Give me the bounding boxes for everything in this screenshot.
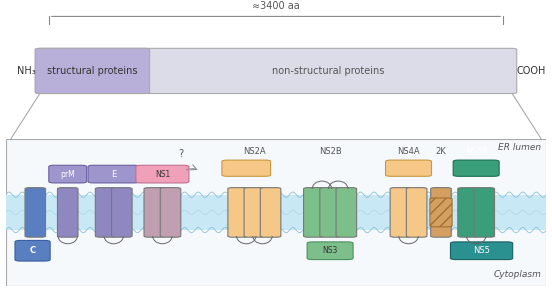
- FancyBboxPatch shape: [453, 160, 499, 176]
- FancyBboxPatch shape: [57, 188, 78, 237]
- FancyBboxPatch shape: [222, 160, 270, 176]
- Text: structural proteins: structural proteins: [47, 66, 137, 76]
- Text: COOH: COOH: [517, 66, 546, 76]
- FancyBboxPatch shape: [136, 165, 189, 183]
- FancyBboxPatch shape: [244, 188, 264, 237]
- Text: ER lumen: ER lumen: [498, 143, 541, 152]
- FancyBboxPatch shape: [304, 188, 324, 237]
- FancyBboxPatch shape: [336, 188, 357, 237]
- FancyBboxPatch shape: [35, 48, 517, 94]
- FancyBboxPatch shape: [160, 188, 181, 237]
- Text: ?: ?: [179, 149, 184, 159]
- Text: NS4A: NS4A: [397, 147, 420, 156]
- Text: NS1: NS1: [155, 170, 170, 179]
- FancyBboxPatch shape: [35, 48, 150, 94]
- FancyBboxPatch shape: [307, 242, 353, 260]
- FancyBboxPatch shape: [49, 165, 87, 183]
- FancyBboxPatch shape: [450, 242, 513, 260]
- Text: non-structural proteins: non-structural proteins: [272, 66, 384, 76]
- Text: NS2B: NS2B: [319, 147, 342, 156]
- FancyBboxPatch shape: [15, 240, 50, 261]
- Text: E: E: [111, 170, 116, 179]
- FancyBboxPatch shape: [95, 188, 116, 237]
- FancyBboxPatch shape: [390, 188, 411, 237]
- Text: NH₃: NH₃: [17, 66, 35, 76]
- FancyBboxPatch shape: [431, 188, 452, 237]
- Text: NS3: NS3: [322, 246, 338, 255]
- FancyBboxPatch shape: [112, 188, 132, 237]
- Text: prM: prM: [60, 170, 75, 179]
- FancyBboxPatch shape: [261, 188, 281, 237]
- FancyBboxPatch shape: [144, 188, 164, 237]
- FancyBboxPatch shape: [228, 188, 248, 237]
- FancyBboxPatch shape: [385, 160, 432, 176]
- Text: NS2A: NS2A: [243, 147, 266, 156]
- FancyBboxPatch shape: [406, 188, 427, 237]
- Text: Cytoplasm: Cytoplasm: [493, 270, 541, 279]
- FancyBboxPatch shape: [320, 188, 341, 237]
- FancyBboxPatch shape: [25, 188, 46, 237]
- FancyBboxPatch shape: [458, 188, 479, 237]
- Bar: [6, 212, 546, 230]
- FancyBboxPatch shape: [88, 165, 140, 183]
- Text: C: C: [29, 246, 36, 255]
- FancyBboxPatch shape: [474, 188, 495, 237]
- Bar: [6, 195, 546, 212]
- Text: ≈3400 aa: ≈3400 aa: [252, 1, 300, 11]
- Text: NS5: NS5: [473, 246, 490, 255]
- FancyBboxPatch shape: [430, 198, 452, 227]
- Text: 2K: 2K: [436, 147, 447, 156]
- Text: NS4B: NS4B: [465, 147, 487, 156]
